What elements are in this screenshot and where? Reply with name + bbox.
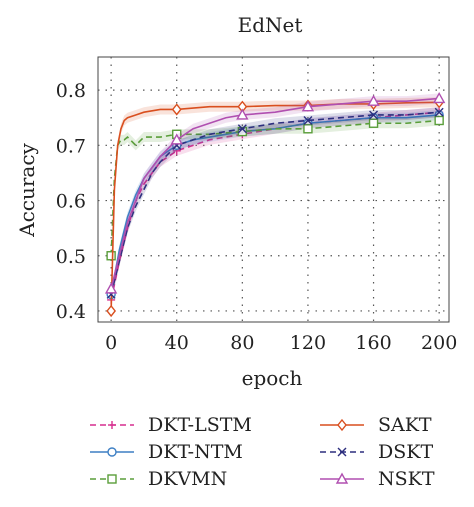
x-tick-label: 160	[355, 332, 391, 354]
data-point-marker	[106, 251, 116, 261]
series-layer	[104, 91, 446, 318]
series-dkvmn	[106, 115, 444, 261]
x-tick-label: 40	[165, 332, 189, 354]
series-dskt	[106, 107, 444, 300]
y-tick-label: 0.7	[56, 135, 86, 157]
y-tick-label: 0.5	[56, 246, 86, 268]
data-point-marker	[434, 107, 444, 117]
data-point-marker	[301, 100, 315, 112]
data-point-marker	[106, 304, 117, 318]
data-point-marker	[104, 282, 118, 294]
x-tick-label: 80	[230, 332, 254, 354]
x-axis-label: epoch	[242, 366, 303, 390]
data-point-marker	[303, 115, 313, 125]
series-line	[110, 111, 440, 295]
y-tick-label: 0.6	[56, 191, 86, 213]
x-tick-label: 200	[421, 332, 457, 354]
data-point-marker	[236, 108, 249, 120]
series-nskt	[104, 91, 446, 294]
data-point-marker	[368, 118, 379, 128]
series-line	[110, 97, 440, 290]
data-point-marker	[369, 110, 379, 120]
y-tick-label: 0.4	[56, 301, 86, 323]
y-axis-label: Accuracy	[15, 142, 39, 237]
y-tick-label: 0.8	[56, 80, 86, 102]
data-point-marker	[171, 103, 182, 116]
data-point-marker	[432, 91, 446, 104]
data-point-marker	[434, 115, 444, 126]
x-tick-label: 120	[290, 332, 326, 354]
data-point-marker	[367, 94, 380, 106]
chart-title: EdNet	[238, 13, 303, 37]
series-line	[110, 119, 440, 256]
grid-lines	[98, 57, 449, 322]
plot-frame	[97, 56, 450, 323]
tick-labels: 0 40 80 120 160 200 0.4 0.5 0.6 0.7 0.8	[56, 80, 458, 354]
data-point-marker	[237, 124, 247, 134]
data-point-marker	[303, 124, 313, 134]
data-point-marker	[237, 126, 248, 137]
x-tick-label: 0	[105, 332, 117, 354]
data-point-marker	[170, 133, 183, 145]
